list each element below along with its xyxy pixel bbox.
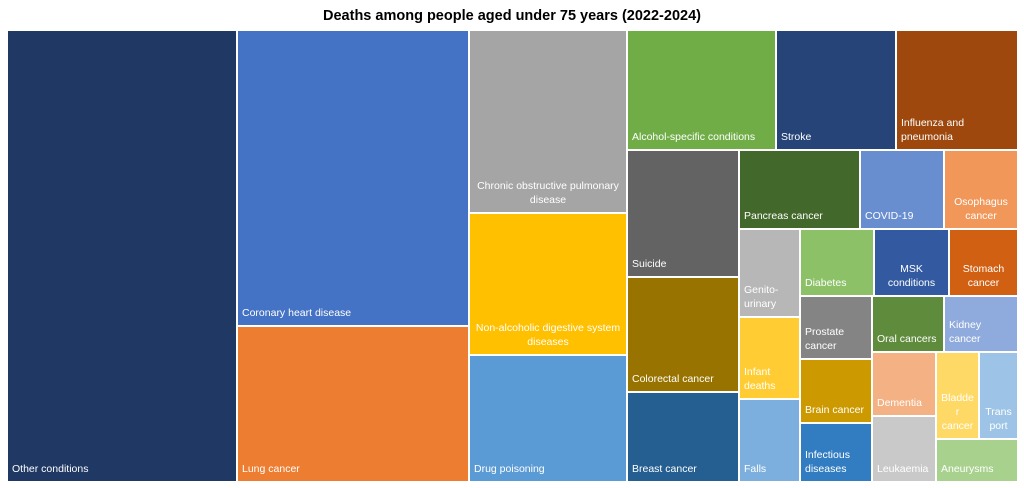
tile-label: Suicide <box>632 258 667 270</box>
tile-pancreas-cancer: Pancreas cancer <box>739 150 860 229</box>
tile-drug-poisoning: Drug poisoning <box>469 355 627 482</box>
tile-influenza-and-pneumonia: Influenza and pneumonia <box>896 30 1018 150</box>
tile-infant-deaths: Infant deaths <box>739 317 800 399</box>
tile-label: Prostate cancer <box>805 326 845 352</box>
tile-label: Lung cancer <box>242 463 300 475</box>
tile-chronic-obstructive-pulmonary-disease: Chronic obstructive pulmonary disease <box>469 30 627 213</box>
tile-colorectal-cancer: Colorectal cancer <box>627 277 739 392</box>
tile-label: COVID-19 <box>865 210 914 222</box>
tile-label: Pancreas cancer <box>744 210 823 222</box>
tile-non-alcoholic-digestive-system-diseases: Non-alcoholic digestive system diseases <box>469 213 627 355</box>
tile-kidney-cancer: Kidney cancer <box>944 296 1018 352</box>
tile-aneurysms: Aneurysms <box>936 439 1018 482</box>
tile-dementia: Dementia <box>872 352 936 416</box>
tile-infectious-diseases: Infectious diseases <box>800 423 872 482</box>
tile-label: Oral cancers <box>877 333 937 345</box>
tile-stomach-cancer: Stomach cancer <box>949 229 1018 296</box>
tile-label: Colorectal cancer <box>632 373 714 385</box>
tile-label: Diabetes <box>805 277 847 289</box>
tile-bladde-r-cancer: Bladde r cancer <box>936 352 979 439</box>
tile-stroke: Stroke <box>776 30 896 150</box>
tile-osophagus-cancer: Osophagus cancer <box>944 150 1018 229</box>
tile-label: Infant deaths <box>744 366 776 392</box>
tile-diabetes: Diabetes <box>800 229 874 296</box>
tile-label: Trans port <box>985 406 1012 432</box>
tile-label: Genito- urinary <box>744 284 779 310</box>
tile-label: Drug poisoning <box>474 463 545 475</box>
tile-label: Stroke <box>781 131 812 143</box>
tile-label: Dementia <box>877 397 922 409</box>
tile-alcohol-specific-conditions: Alcohol-specific conditions <box>627 30 776 150</box>
tile-label: Kidney cancer <box>949 319 982 345</box>
tile-label: Coronary heart disease <box>242 307 352 319</box>
tile-oral-cancers: Oral cancers <box>872 296 944 352</box>
tile-label: Influenza and pneumonia <box>901 117 965 143</box>
tile-falls: Falls <box>739 399 800 482</box>
tile-label: Leukaemia <box>877 463 929 475</box>
tile-label: Bladde r cancer <box>941 392 974 432</box>
tile-coronary-heart-disease: Coronary heart disease <box>237 30 469 326</box>
tile-label: Osophagus cancer <box>954 196 1008 222</box>
tile-label: Alcohol-specific conditions <box>632 131 756 143</box>
tile-genito-urinary: Genito- urinary <box>739 229 800 317</box>
tile-label: Falls <box>744 463 767 475</box>
tile-label: Other conditions <box>12 463 89 475</box>
tile-brain-cancer: Brain cancer <box>800 359 872 423</box>
tile-breast-cancer: Breast cancer <box>627 392 739 482</box>
tile-suicide: Suicide <box>627 150 739 277</box>
tile-label: Chronic obstructive pulmonary disease <box>477 180 619 206</box>
tile-label: Aneurysms <box>941 463 994 475</box>
tile-label: MSK conditions <box>887 263 936 289</box>
tile-trans-port: Trans port <box>979 352 1018 439</box>
tile-lung-cancer: Lung cancer <box>237 326 469 482</box>
tile-label: Non-alcoholic digestive system diseases <box>475 322 621 348</box>
tile-other-conditions: Other conditions <box>7 30 237 482</box>
tile-label: Infectious diseases <box>805 449 850 475</box>
tile-leukaemia: Leukaemia <box>872 416 936 482</box>
tile-label: Stomach cancer <box>962 263 1005 289</box>
tile-prostate-cancer: Prostate cancer <box>800 296 872 359</box>
tile-covid-19: COVID-19 <box>860 150 944 229</box>
tile-msk-conditions: MSK conditions <box>874 229 949 296</box>
tile-label: Brain cancer <box>805 404 864 416</box>
chart-title: Deaths among people aged under 75 years … <box>323 8 701 24</box>
tile-label: Breast cancer <box>632 463 697 475</box>
